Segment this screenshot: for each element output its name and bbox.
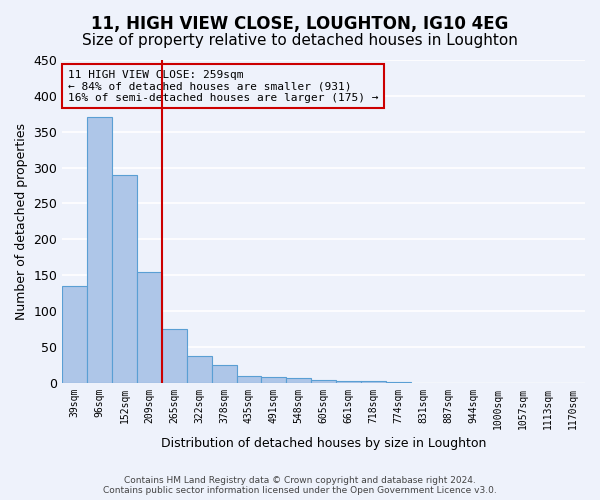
Text: 11 HIGH VIEW CLOSE: 259sqm
← 84% of detached houses are smaller (931)
16% of sem: 11 HIGH VIEW CLOSE: 259sqm ← 84% of deta… [68, 70, 378, 103]
Bar [361, 381, 386, 382]
Text: Size of property relative to detached houses in Loughton: Size of property relative to detached ho… [82, 32, 518, 48]
Bar [286, 378, 311, 382]
Bar [236, 376, 262, 382]
Text: 11, HIGH VIEW CLOSE, LOUGHTON, IG10 4EG: 11, HIGH VIEW CLOSE, LOUGHTON, IG10 4EG [91, 15, 509, 33]
Bar [112, 174, 137, 382]
Bar [262, 377, 286, 382]
Bar [336, 380, 361, 382]
Bar [311, 380, 336, 382]
Y-axis label: Number of detached properties: Number of detached properties [15, 123, 28, 320]
Bar [137, 272, 162, 382]
Bar [187, 356, 212, 382]
X-axis label: Distribution of detached houses by size in Loughton: Distribution of detached houses by size … [161, 437, 487, 450]
Bar [62, 286, 87, 382]
Text: Contains HM Land Registry data © Crown copyright and database right 2024.
Contai: Contains HM Land Registry data © Crown c… [103, 476, 497, 495]
Bar [87, 118, 112, 382]
Bar [212, 365, 236, 382]
Bar [162, 329, 187, 382]
